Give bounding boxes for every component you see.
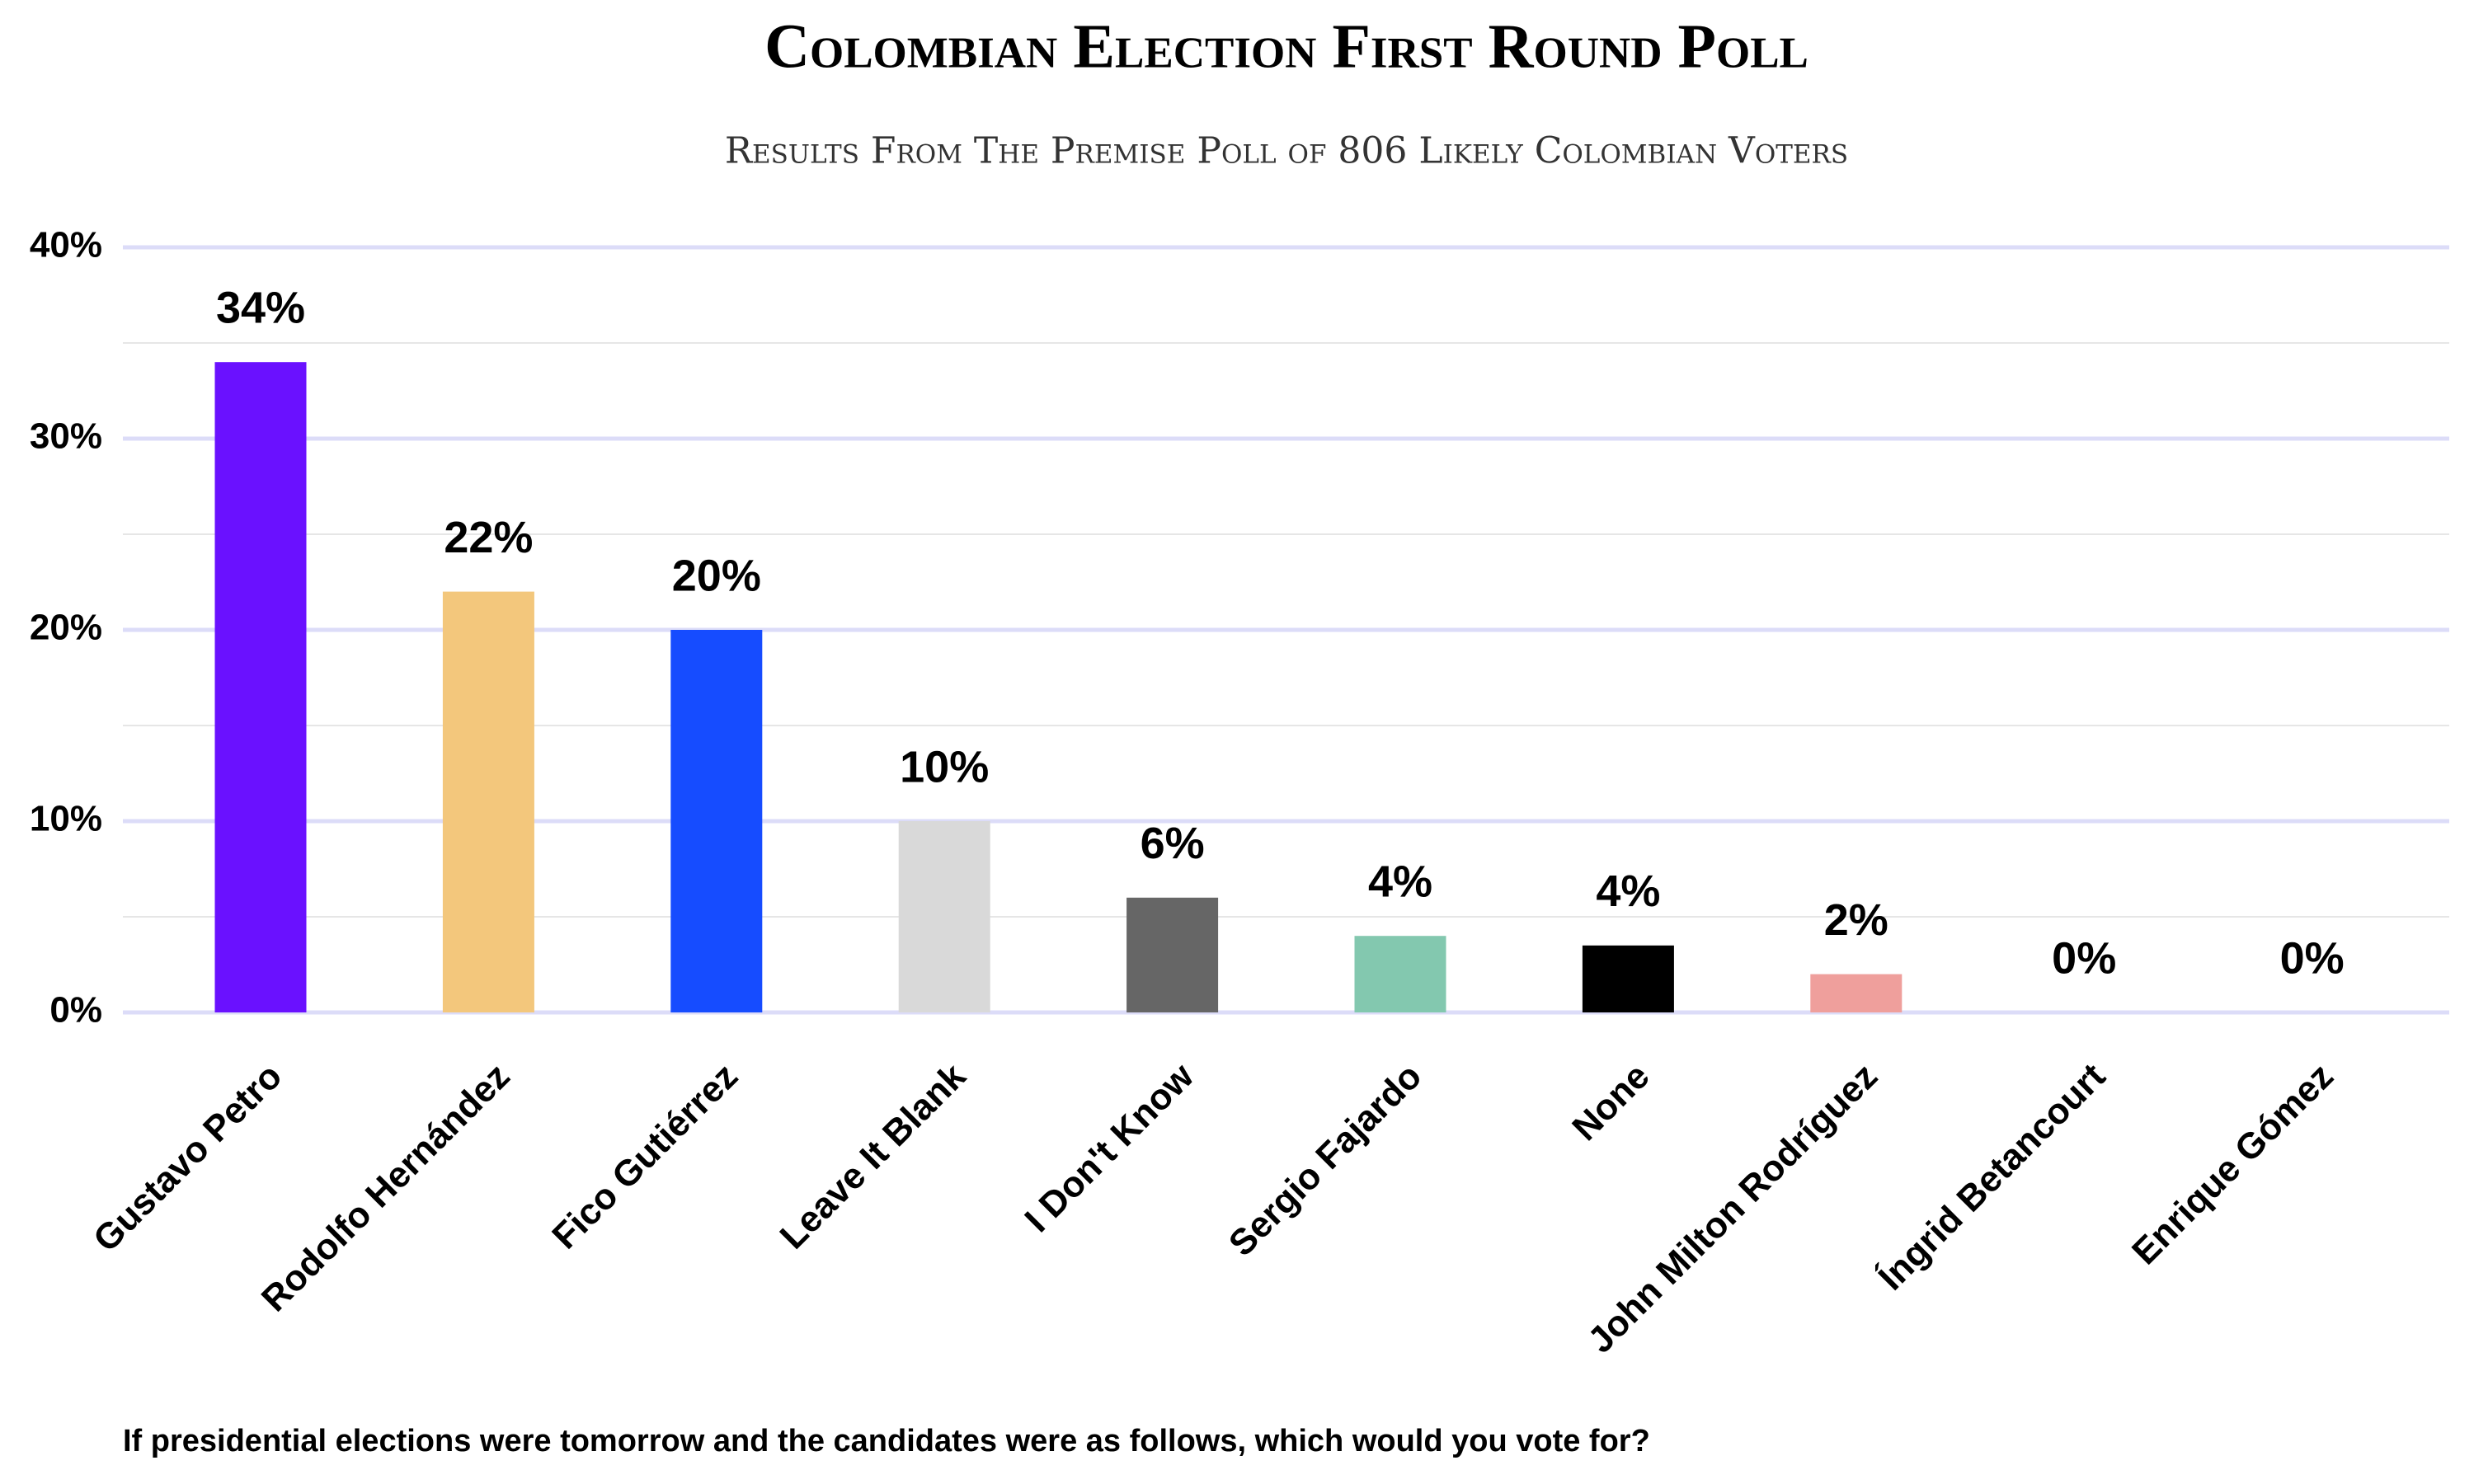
value-label: 20% xyxy=(672,551,761,600)
x-tick-label: None xyxy=(1564,1056,1657,1148)
bar xyxy=(1126,897,1219,1012)
y-tick-label: 0% xyxy=(49,990,102,1031)
chart-subtitle: Results From The Premise Poll of 806 Lik… xyxy=(725,130,1848,172)
value-label: 6% xyxy=(1141,819,1205,868)
y-tick-label: 20% xyxy=(30,608,102,648)
x-tick-label: Enrique Gómez xyxy=(2124,1056,2341,1273)
bar xyxy=(1810,974,1903,1012)
value-label: 0% xyxy=(2052,933,2116,983)
x-tick-label: Gustavo Petro xyxy=(86,1056,289,1260)
bar xyxy=(898,821,990,1012)
y-tick-label: 40% xyxy=(30,225,102,265)
value-label: 0% xyxy=(2280,933,2345,983)
bar xyxy=(442,591,534,1012)
x-tick-label: Leave It Blank xyxy=(773,1055,974,1256)
y-tick-label: 10% xyxy=(30,799,102,839)
chart-title: Colombian Election First Round Poll xyxy=(764,12,1808,81)
x-tick-label: Fico Gutiérrez xyxy=(544,1056,745,1257)
value-label: 4% xyxy=(1596,866,1660,916)
bar xyxy=(670,630,763,1012)
x-tick-label: Rodolfo Hernández xyxy=(254,1056,518,1320)
value-label: 2% xyxy=(1824,895,1888,945)
bar xyxy=(1582,945,1674,1012)
bar xyxy=(214,362,307,1012)
value-label: 22% xyxy=(444,513,533,562)
x-tick-label: Sergio Fajardo xyxy=(1221,1056,1429,1264)
bar xyxy=(1354,936,1446,1012)
value-label: 4% xyxy=(1368,857,1432,906)
x-tick-label: Íngrid Betancourt xyxy=(1870,1055,2114,1298)
value-label: 34% xyxy=(216,283,305,332)
x-tick-label: I Don't Know xyxy=(1017,1055,1202,1240)
value-label: 10% xyxy=(900,742,989,791)
footnote: If presidential elections were tomorrow … xyxy=(123,1424,1650,1458)
y-tick-label: 30% xyxy=(30,416,102,457)
